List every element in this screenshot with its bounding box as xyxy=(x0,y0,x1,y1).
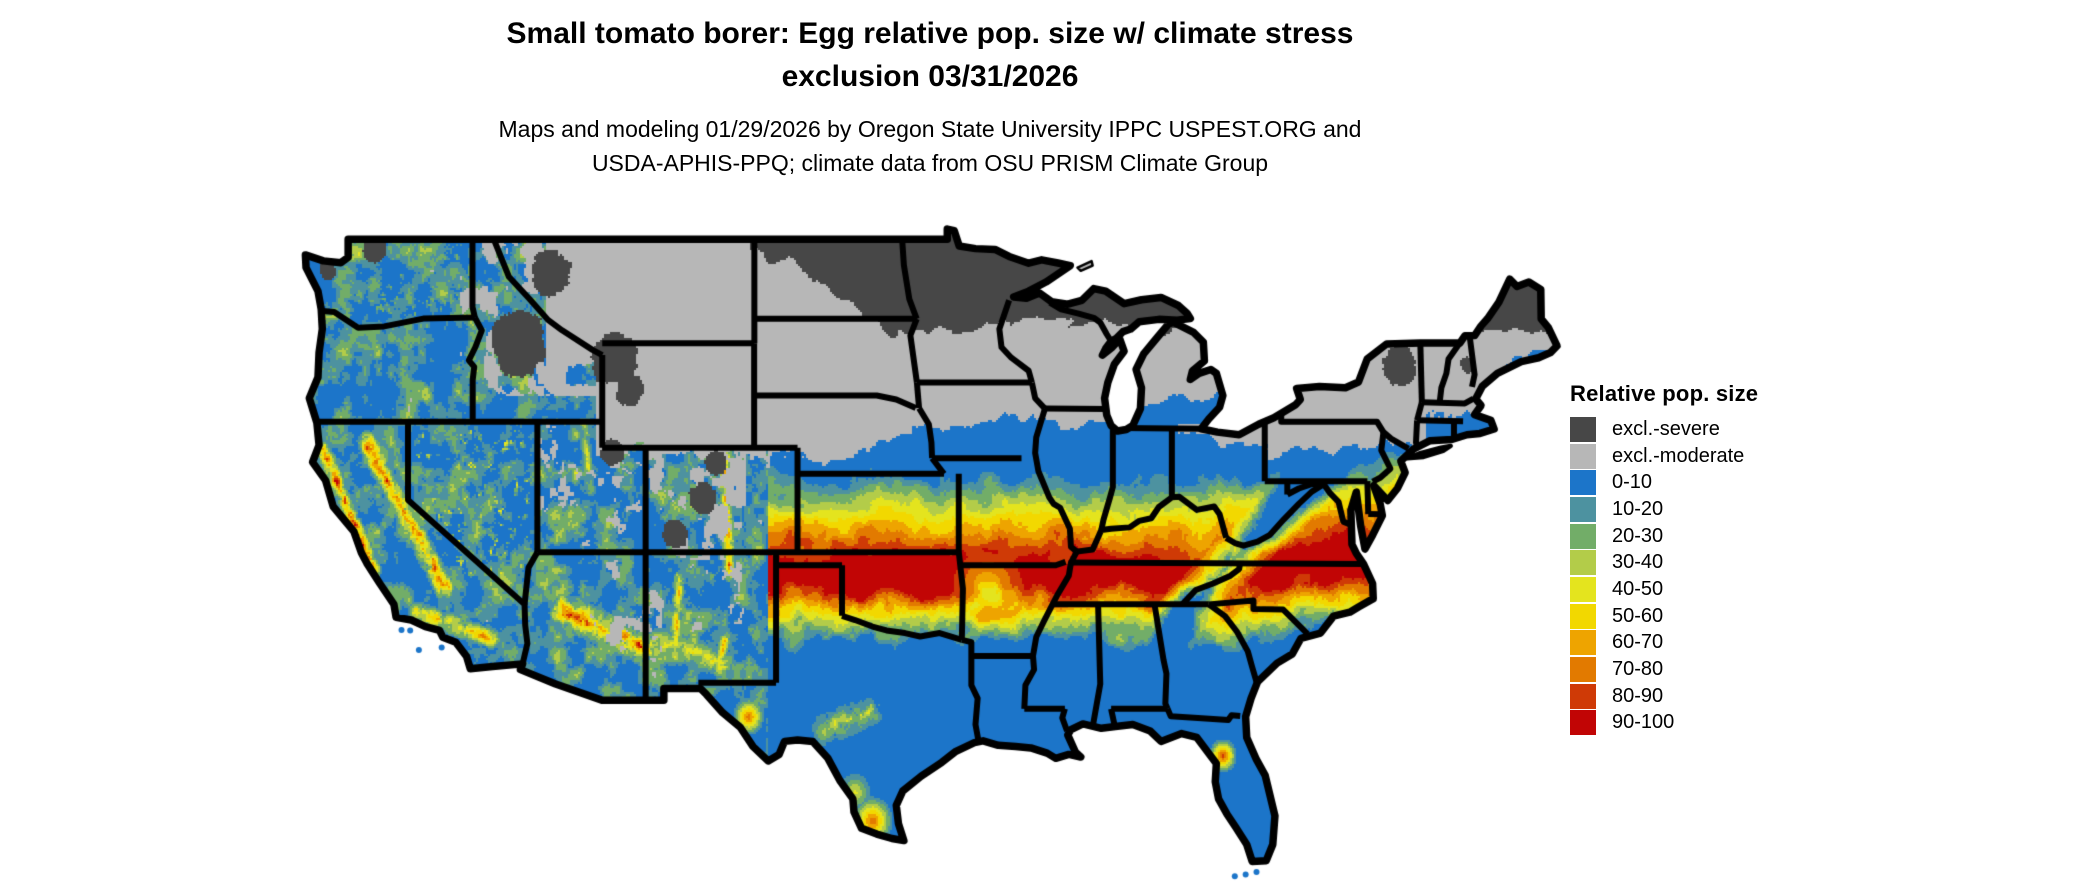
legend-label: 70-80 xyxy=(1612,658,1664,681)
header: Small tomato borer: Egg relative pop. si… xyxy=(280,12,1580,180)
legend-swatch xyxy=(1570,416,1596,442)
legend-swatch xyxy=(1570,550,1596,576)
title-line-1: Small tomato borer: Egg relative pop. si… xyxy=(506,17,1354,50)
legend-label: 20-30 xyxy=(1612,524,1664,547)
us-map-canvas xyxy=(280,222,1580,882)
legend-entry: 80-90 xyxy=(1570,683,1830,710)
legend-label: 60-70 xyxy=(1612,631,1664,654)
legend-swatch xyxy=(1570,443,1596,469)
legend-label: excl.-moderate xyxy=(1612,444,1745,467)
legend-entry: 70-80 xyxy=(1570,656,1830,683)
subtitle-line-2: USDA-APHIS-PPQ; climate data from OSU PR… xyxy=(591,150,1269,176)
legend-swatch xyxy=(1570,470,1596,496)
legend-entry: excl.-moderate xyxy=(1570,443,1830,470)
legend-entry: 20-30 xyxy=(1570,523,1830,550)
legend-label: 40-50 xyxy=(1612,577,1664,600)
title-line-2: exclusion 03/31/2026 xyxy=(781,60,1079,93)
legend-label: 90-100 xyxy=(1612,711,1675,734)
legend: Relative pop. size excl.-severe excl.-mod… xyxy=(1570,381,1830,736)
legend-swatch xyxy=(1570,710,1596,736)
legend-entry: 50-60 xyxy=(1570,603,1830,630)
subtitle-line-1: Maps and modeling 01/29/2026 by Oregon S… xyxy=(498,116,1362,142)
legend-label: 10-20 xyxy=(1612,497,1664,520)
map-subtitle: Maps and modeling 01/29/2026 by Oregon S… xyxy=(280,112,1580,180)
legend-title: Relative pop. size xyxy=(1570,381,1759,406)
legend-swatch xyxy=(1570,576,1596,602)
legend-swatch xyxy=(1570,657,1596,683)
legend-entry: 60-70 xyxy=(1570,630,1830,657)
legend-swatch xyxy=(1570,496,1596,522)
legend-label: 0-10 xyxy=(1612,471,1653,494)
map-title: Small tomato borer: Egg relative pop. si… xyxy=(280,12,1580,98)
legend-entry: 10-20 xyxy=(1570,496,1830,523)
legend-entry: excl.-severe xyxy=(1570,416,1830,443)
legend-swatch xyxy=(1570,683,1596,709)
legend-entry: 0-10 xyxy=(1570,469,1830,496)
legend-entry: 30-40 xyxy=(1570,549,1830,576)
us-map xyxy=(280,222,1580,882)
legend-label: excl.-severe xyxy=(1612,417,1720,440)
legend-entry: 40-50 xyxy=(1570,576,1830,603)
legend-swatch xyxy=(1570,523,1596,549)
legend-entries: excl.-severe excl.-moderate 0-10 10-20 20-30… xyxy=(1570,416,1830,736)
legend-label: 50-60 xyxy=(1612,604,1664,627)
legend-label: 80-90 xyxy=(1612,684,1664,707)
legend-label: 30-40 xyxy=(1612,551,1664,574)
legend-entry: 90-100 xyxy=(1570,710,1830,737)
legend-swatch xyxy=(1570,630,1596,656)
legend-swatch xyxy=(1570,603,1596,629)
